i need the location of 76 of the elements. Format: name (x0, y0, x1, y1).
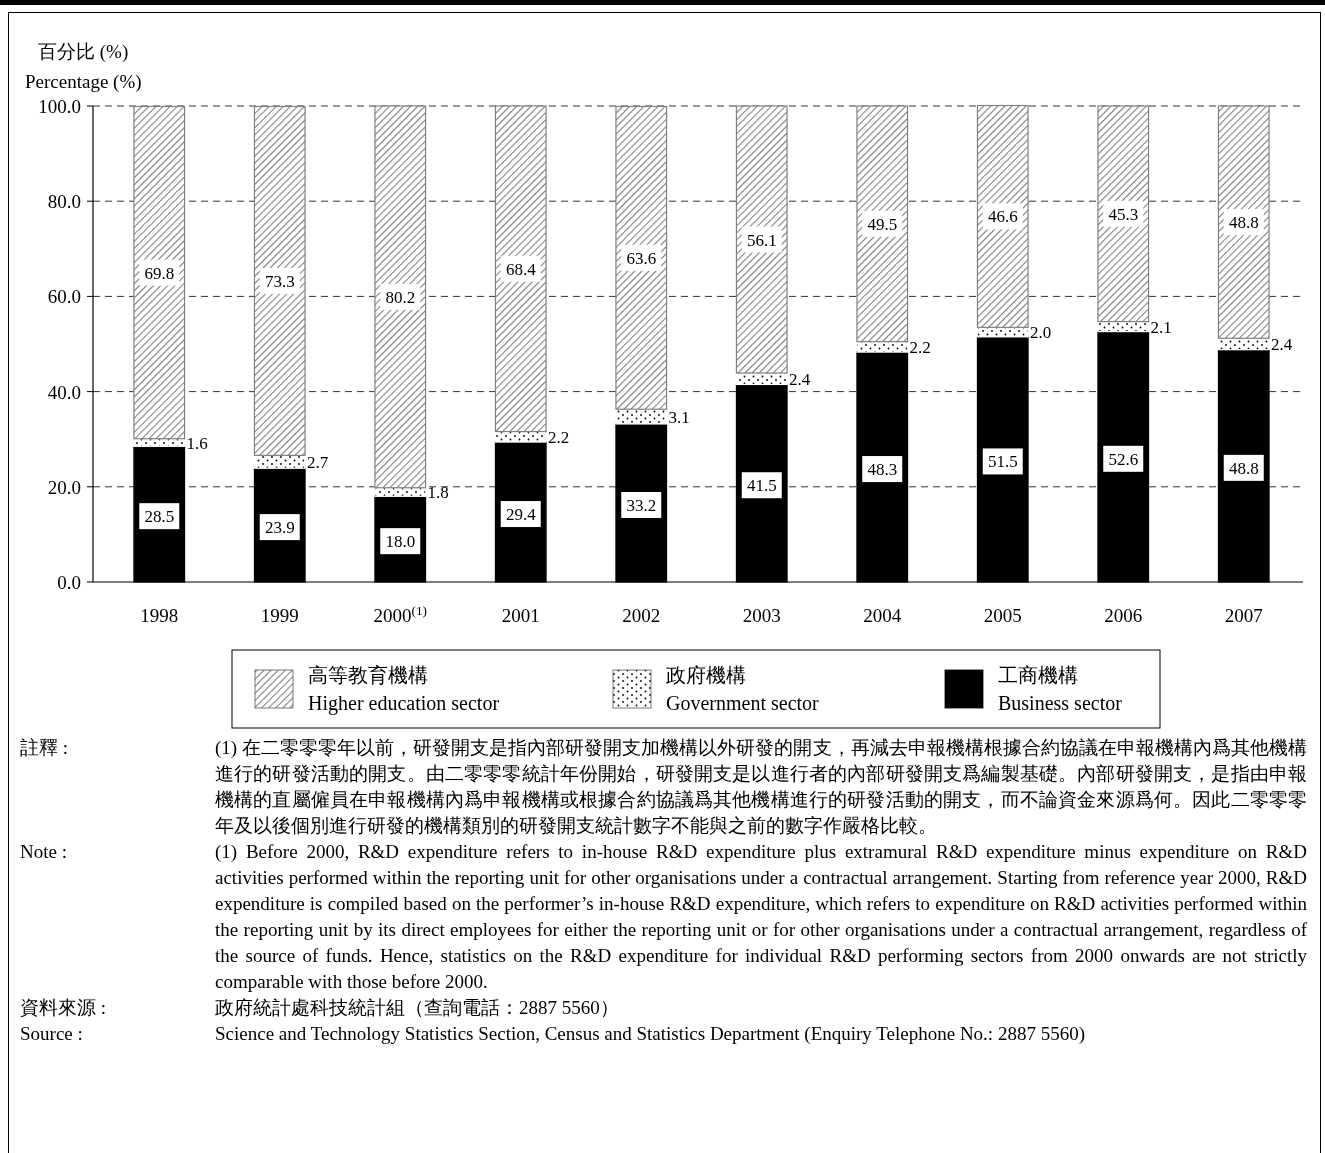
text: (1) 在二零零零年以前，研發開支是指內部研發開支加機構以外研發的開支，再減去申報機構根據合約協議在申報機構內爲其他機構進行的研發活動的開支。由二零零零統計年份開始，研發開支是以進行者的內部研發開支爲編製基礎。內部研發開支，是指由申報機構的直屬僱員在申報機構內爲申報機構或根據合約協議爲其他機構進行的研發活動的開支，而不論資金來源爲何。因此二零零零年及以後個別進行研發的機構類別的研發開支統計數字不能與之前的數字作嚴格比較。 (215, 736, 1307, 838)
data-label: 18.0 (385, 532, 416, 552)
x-tick-label: 2002 (622, 605, 661, 626)
x-tick-label: 2001 (501, 605, 540, 626)
data-label: 41.5 (746, 476, 777, 496)
y-tick-label: 80.0 (47, 191, 81, 213)
data-label: 68.4 (505, 259, 537, 279)
y-tick-label: 60.0 (47, 286, 81, 308)
bar (133, 438, 186, 447)
data-label: 28.5 (144, 507, 175, 527)
data-label: 51.5 (987, 452, 1018, 472)
text: (1) Before 2000, R&D expenditure refers to in-house R&D expenditure plus extramural R&D expenditure minus expenditure on R&D activities performed within the reporting unit for other organisations under a contractual arrangement. Starting from reference year 2000, R&D expenditure is compiled based on the performer’s in-house R&D expenditure, which refers to expenditure on R&D activities performed within the reporting unit by its direct employees for either the reporting unit or for other organisations under a contractual arrangement, regardless of the source of funds. Hence, statistics on the R&D expenditure for individual R&D performing sectors from 2000 onwards are not strictly comparable with those before 2000. (215, 840, 1307, 994)
x-tick-label: 2005 (983, 605, 1022, 626)
bar (976, 104, 1029, 328)
bar (253, 454, 306, 469)
data-label: 46.6 (987, 207, 1018, 227)
bar (1217, 105, 1270, 339)
x-tick-label: 1998 (140, 605, 179, 626)
y-tick-label: 100.0 (38, 96, 81, 117)
data-label: 23.9 (264, 518, 295, 538)
data-label: 2.7 (307, 452, 329, 472)
x-tick-label: 2006 (1104, 605, 1143, 626)
data-label: 2.2 (548, 427, 570, 447)
bar (1097, 105, 1150, 323)
data-label: 2.0 (1030, 323, 1052, 343)
x-tick-label: 2003 (742, 605, 781, 626)
data-label: 2.2 (909, 337, 931, 357)
text: Note : (20, 840, 68, 864)
data-label: 2.1 (1150, 317, 1172, 337)
x-tick-label: 1999 (260, 605, 299, 626)
bar (253, 105, 306, 456)
y-tick-label: 0.0 (57, 572, 81, 593)
data-label: 73.3 (264, 271, 295, 291)
data-label: 48.3 (867, 460, 898, 480)
x-tick-label: 2004 (863, 605, 902, 626)
data-label: 2.4 (789, 369, 811, 389)
bar (856, 341, 909, 353)
bar (976, 326, 1029, 338)
bar (735, 105, 788, 374)
x-tick-label: 2007 (1224, 605, 1263, 626)
data-label: 2.4 (1271, 335, 1293, 354)
y-tick-label: 20.0 (47, 476, 81, 498)
source-note: 資料來源 : (20, 996, 108, 1020)
bar (615, 105, 668, 410)
data-label: 48.8 (1228, 213, 1259, 233)
bar (1097, 321, 1150, 333)
source-note: Source : (20, 1022, 84, 1046)
data-label: 29.4 (505, 505, 537, 525)
legend-label: 工商機構 Business sector (998, 664, 1123, 714)
data-label: 48.8 (1228, 458, 1259, 478)
x-tick-label: 2000$^{(1)}$ (373, 602, 428, 626)
bar (133, 105, 186, 440)
data-label: 3.1 (668, 407, 690, 427)
bar (374, 487, 427, 497)
legend-label: 政府機構 Government sector (666, 664, 820, 714)
data-label: 49.5 (867, 214, 898, 234)
data-label: 69.8 (144, 263, 175, 283)
data-label: 52.6 (1108, 449, 1139, 469)
bar (374, 105, 427, 489)
text: Science and Technology Statistics Section, Census and Statistics Department (Enquiry Telephone No.: 2887 5560) (215, 1022, 1086, 1046)
data-label: 1.8 (427, 483, 449, 503)
text: 政府統計處科技統計組（查詢電話：2887 5560） (215, 996, 620, 1020)
y-tick-label: 40.0 (47, 381, 81, 403)
data-label: 45.3 (1108, 204, 1139, 224)
data-label: 1.6 (186, 433, 208, 453)
y-axis-title: 百分比 (%) Percentage (%) (25, 41, 142, 93)
bar (856, 105, 909, 343)
data-label: 56.1 (746, 230, 777, 250)
data-label: 80.2 (385, 287, 416, 307)
legend-label: 高等教育機構 Higher education sector (308, 664, 500, 715)
bar (615, 408, 668, 425)
data-label: 33.2 (626, 495, 657, 515)
text: 註釋 : (20, 736, 70, 760)
data-label: 63.6 (626, 248, 657, 268)
bar (494, 430, 547, 443)
bar (494, 105, 547, 433)
